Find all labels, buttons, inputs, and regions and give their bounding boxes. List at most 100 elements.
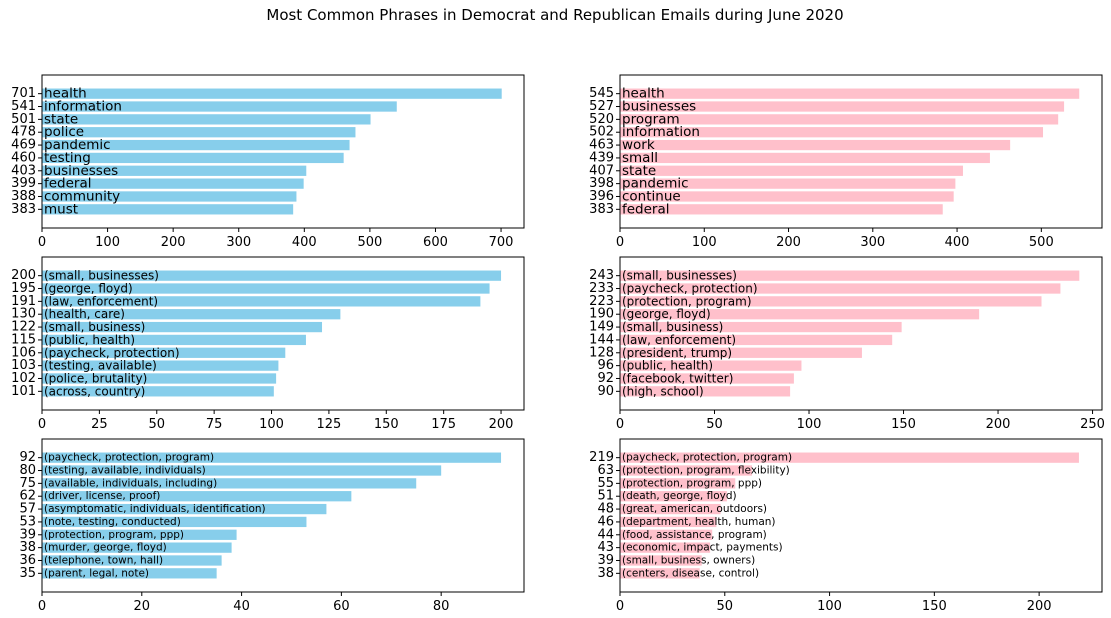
y-tick-label: 520 — [589, 112, 614, 127]
bar — [620, 283, 1061, 294]
y-tick-label: 62 — [19, 489, 36, 504]
bar-label: (paycheck, protection) — [622, 282, 758, 296]
bar-label: pandemic — [622, 176, 689, 192]
x-tick-label: 175 — [431, 417, 456, 432]
bar — [620, 568, 700, 579]
bar-label: (president, trump) — [622, 346, 732, 360]
bar — [42, 542, 232, 553]
bar-label: information — [44, 99, 122, 115]
bar-label: (small, businesses) — [44, 269, 159, 283]
y-tick-label: 191 — [11, 294, 36, 309]
bar-label: businesses — [622, 99, 696, 115]
x-tick-label: 150 — [891, 417, 916, 432]
x-tick-label: 60 — [333, 599, 350, 614]
y-tick-label: 43 — [597, 540, 614, 555]
bar-label: health — [44, 86, 87, 102]
bar-label: (parent, legal, note) — [44, 567, 149, 579]
bar-label: (death, george, floyd) — [622, 490, 737, 502]
bar — [42, 191, 297, 202]
x-tick-label: 200 — [1027, 599, 1052, 614]
y-tick-label: 57 — [19, 502, 36, 517]
bar — [42, 347, 286, 358]
bar-label: state — [622, 163, 656, 179]
y-tick-label: 39 — [597, 553, 614, 568]
x-tick-label: 80 — [433, 599, 450, 614]
x-tick-label: 500 — [357, 235, 382, 250]
bar-label: (note, testing, conducted) — [44, 516, 181, 528]
bar-label: (available, individuals, including) — [44, 477, 217, 489]
bar-label: federal — [622, 201, 670, 217]
y-tick-label: 144 — [589, 332, 614, 347]
y-tick-label: 383 — [11, 202, 36, 217]
x-tick-label: 700 — [489, 235, 514, 250]
x-tick-label: 50 — [706, 417, 723, 432]
x-tick-label: 200 — [489, 417, 514, 432]
y-tick-label: 36 — [19, 553, 36, 568]
y-tick-label: 190 — [589, 307, 614, 322]
bar — [42, 452, 502, 463]
y-tick-label: 502 — [589, 125, 614, 140]
bar-label: (paycheck, protection, program) — [44, 452, 214, 464]
y-tick-label: 469 — [11, 138, 36, 153]
y-tick-label: 130 — [11, 307, 36, 322]
bar — [42, 360, 279, 371]
x-tick-label: 40 — [233, 599, 250, 614]
bar — [42, 491, 352, 502]
bar-label: (asymptomatic, individuals, identificati… — [44, 503, 266, 515]
bar-label: (george, floyd) — [622, 307, 711, 321]
y-tick-label: 51 — [597, 489, 614, 504]
y-tick-label: 53 — [19, 514, 36, 529]
bar-label: health — [622, 86, 665, 102]
bar — [620, 191, 954, 202]
x-tick-label: 200 — [986, 417, 1011, 432]
bar — [620, 555, 702, 566]
y-tick-label: 96 — [597, 358, 614, 373]
bar-label: businesses — [44, 163, 118, 179]
bar-label: (testing, available) — [44, 359, 157, 373]
bar — [42, 127, 356, 138]
bar-label: (protection, program, flexibility) — [622, 465, 790, 477]
chart-panel-1: 701 health 541 information 501 state 478 police… — [11, 74, 525, 250]
bar — [620, 270, 1080, 281]
bar — [620, 516, 717, 528]
y-tick-label: 545 — [589, 86, 614, 101]
bar — [42, 204, 294, 215]
y-tick-label: 439 — [589, 150, 614, 165]
bar — [42, 152, 344, 164]
bar — [620, 178, 956, 189]
bar-label: (protection, program, ppp) — [44, 529, 184, 541]
bar-label: community — [44, 188, 120, 204]
axes-frame — [619, 74, 1103, 229]
bar — [620, 127, 1044, 138]
y-tick-label: 195 — [11, 281, 36, 296]
chart-panel-5: 92 (paycheck, protection, program) 80 (test… — [19, 438, 525, 614]
bar-label: (small, business, owners) — [622, 554, 755, 566]
x-tick-label: 150 — [374, 417, 399, 432]
bar-label: (paycheck, protection) — [44, 346, 180, 360]
y-tick-label: 90 — [597, 384, 614, 399]
x-tick-label: 50 — [148, 417, 165, 432]
x-tick-label: 25 — [91, 417, 108, 432]
bar-label: (protection, program, ppp) — [622, 477, 762, 489]
y-tick-label: 101 — [11, 384, 36, 399]
bar — [620, 309, 980, 320]
y-tick-label: 701 — [11, 86, 36, 101]
y-tick-label: 92 — [19, 450, 36, 465]
x-tick-label: 100 — [95, 235, 120, 250]
bar — [42, 165, 307, 176]
bar-label: (law, enforcement) — [622, 333, 736, 347]
bar-label: (small, business) — [622, 320, 723, 334]
y-tick-label: 48 — [597, 502, 614, 517]
y-tick-label: 478 — [11, 125, 36, 140]
bar-label: (great, american, outdoors) — [622, 503, 767, 515]
bar — [42, 555, 222, 566]
bar — [42, 114, 371, 125]
y-tick-label: 35 — [19, 566, 36, 581]
y-tick-label: 223 — [589, 294, 614, 309]
chart-panel-3: 200 (small, businesses) 195 (george, floyd)… — [11, 256, 525, 432]
y-tick-label: 243 — [589, 268, 614, 283]
y-tick-label: 398 — [589, 176, 614, 191]
bar-label: must — [44, 201, 78, 217]
x-tick-label: 100 — [817, 599, 842, 614]
x-tick-label: 20 — [134, 599, 151, 614]
